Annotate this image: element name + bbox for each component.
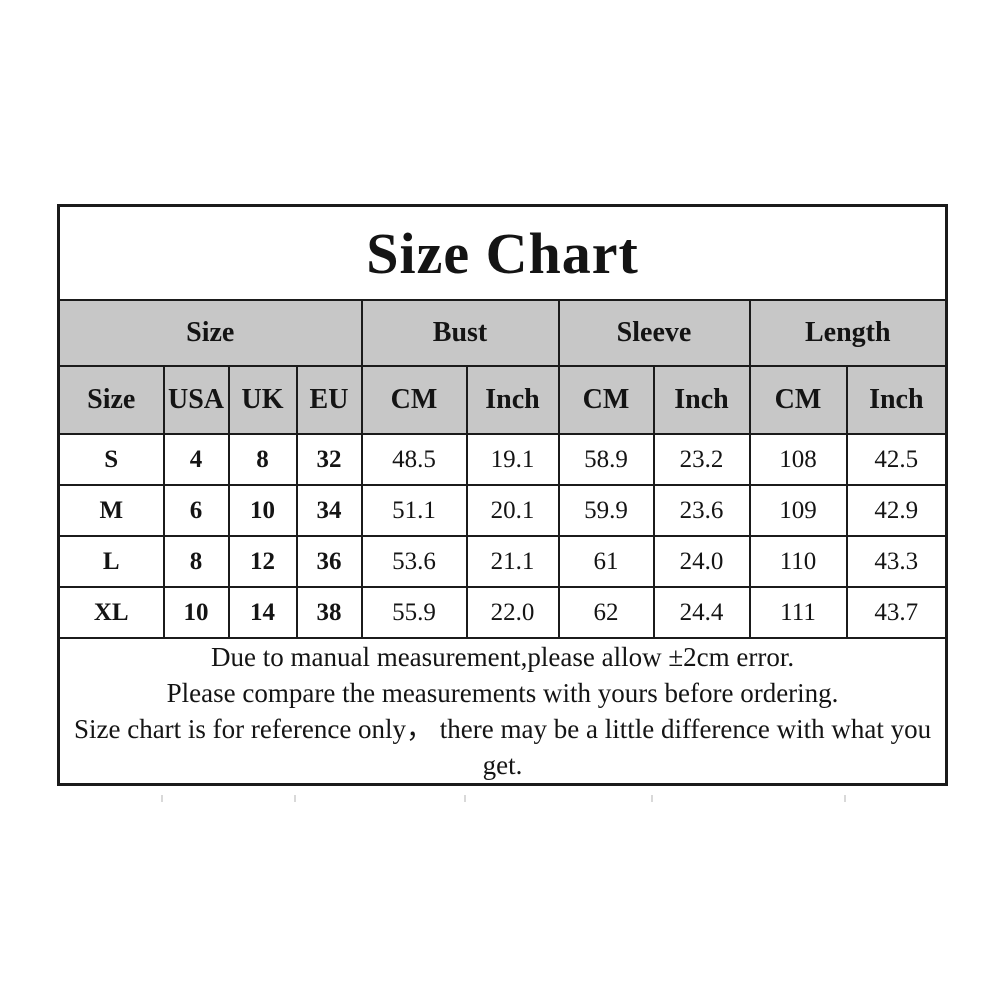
column-header-eu: EU (295, 365, 363, 435)
cell-bust-inch: 21.1 (465, 535, 560, 588)
cell-uk: 14 (227, 586, 298, 639)
column-header-bust-inch: Inch (465, 365, 560, 435)
cell-bust-cm: 53.6 (360, 535, 468, 588)
cell-size: XL (57, 586, 165, 639)
cell-bust-cm: 48.5 (360, 433, 468, 486)
cell-sleeve-inch: 24.4 (652, 586, 751, 639)
size-chart-table: Size Chart Size Bust Sleeve Length Size … (57, 204, 949, 786)
column-header-sleeve-inch: Inch (652, 365, 751, 435)
cell-sleeve-cm: 59.9 (557, 484, 655, 537)
cell-uk: 10 (227, 484, 298, 537)
divider-stub (651, 795, 653, 802)
cell-size: M (57, 484, 165, 537)
chart-title: Size Chart (57, 204, 948, 301)
table-row-s: S 4 8 32 48.5 19.1 58.9 23.2 108 42.5 (57, 433, 948, 486)
cell-bust-inch: 19.1 (465, 433, 560, 486)
cell-usa: 6 (162, 484, 230, 537)
column-header-usa: USA (162, 365, 230, 435)
group-header-size: Size (57, 299, 363, 367)
cell-length-cm: 110 (748, 535, 848, 588)
group-header-length: Length (748, 299, 948, 367)
divider-stub (464, 795, 466, 802)
cell-length-cm: 109 (748, 484, 848, 537)
column-header-row: Size USA UK EU CM Inch CM Inch CM Inch (57, 365, 948, 435)
cell-usa: 10 (162, 586, 230, 639)
table-row-xl: XL 10 14 38 55.9 22.0 62 24.4 111 43.7 (57, 586, 948, 639)
note-compare-measurements: Please compare the measurements with you… (166, 678, 839, 708)
divider-stub (844, 795, 846, 802)
table-row-l: L 8 12 36 53.6 21.1 61 24.0 110 43.3 (57, 535, 948, 588)
cell-uk: 8 (227, 433, 298, 486)
cell-length-inch: 42.9 (845, 484, 948, 537)
group-header-sleeve: Sleeve (557, 299, 751, 367)
note-reference-only: Size chart is for reference only， there … (73, 714, 932, 780)
cell-usa: 4 (162, 433, 230, 486)
notes-row: Due to manual measurement,please allow ±… (57, 637, 948, 786)
cell-size: S (57, 433, 165, 486)
group-header-bust: Bust (360, 299, 560, 367)
column-header-uk: UK (227, 365, 298, 435)
cell-bust-cm: 51.1 (360, 484, 468, 537)
notes-cell: Due to manual measurement,please allow ±… (57, 637, 948, 786)
divider-stub (161, 795, 163, 802)
cell-uk: 12 (227, 535, 298, 588)
cell-length-cm: 111 (748, 586, 848, 639)
cell-bust-inch: 20.1 (465, 484, 560, 537)
cell-length-cm: 108 (748, 433, 848, 486)
cell-eu: 36 (295, 535, 363, 588)
column-header-size: Size (57, 365, 165, 435)
cell-length-inch: 43.7 (845, 586, 948, 639)
cell-eu: 38 (295, 586, 363, 639)
cell-eu: 32 (295, 433, 363, 486)
cell-bust-cm: 55.9 (360, 586, 468, 639)
column-header-bust-cm: CM (360, 365, 468, 435)
cell-length-inch: 43.3 (845, 535, 948, 588)
column-group-header-row: Size Bust Sleeve Length (57, 299, 948, 367)
cell-usa: 8 (162, 535, 230, 588)
table-title-row: Size Chart (57, 204, 948, 301)
cell-sleeve-cm: 58.9 (557, 433, 655, 486)
column-header-sleeve-cm: CM (557, 365, 655, 435)
cell-eu: 34 (295, 484, 363, 537)
cell-sleeve-inch: 23.2 (652, 433, 751, 486)
cell-bust-inch: 22.0 (465, 586, 560, 639)
column-header-length-cm: CM (748, 365, 848, 435)
column-header-length-inch: Inch (845, 365, 948, 435)
cell-sleeve-inch: 24.0 (652, 535, 751, 588)
table-row-m: M 6 10 34 51.1 20.1 59.9 23.6 109 42.9 (57, 484, 948, 537)
cell-sleeve-inch: 23.6 (652, 484, 751, 537)
cell-sleeve-cm: 61 (557, 535, 655, 588)
cell-length-inch: 42.5 (845, 433, 948, 486)
note-measurement-error: Due to manual measurement,please allow ±… (210, 642, 795, 672)
cell-size: L (57, 535, 165, 588)
divider-stub (294, 795, 296, 802)
cell-sleeve-cm: 62 (557, 586, 655, 639)
